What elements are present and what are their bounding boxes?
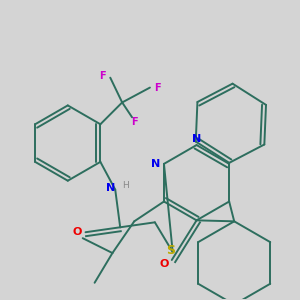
Text: O: O: [159, 259, 169, 269]
Text: F: F: [99, 71, 106, 81]
Text: F: F: [131, 117, 137, 127]
Text: F: F: [154, 82, 161, 93]
Text: H: H: [122, 181, 128, 190]
Text: N: N: [192, 134, 201, 144]
Text: N: N: [106, 183, 115, 193]
Text: N: N: [152, 159, 161, 169]
Text: S: S: [166, 244, 175, 256]
Text: O: O: [73, 227, 82, 237]
